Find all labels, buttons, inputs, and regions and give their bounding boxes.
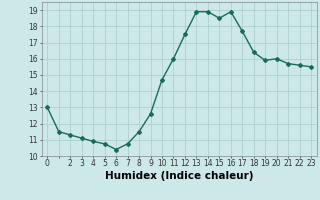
X-axis label: Humidex (Indice chaleur): Humidex (Indice chaleur) (105, 171, 253, 181)
